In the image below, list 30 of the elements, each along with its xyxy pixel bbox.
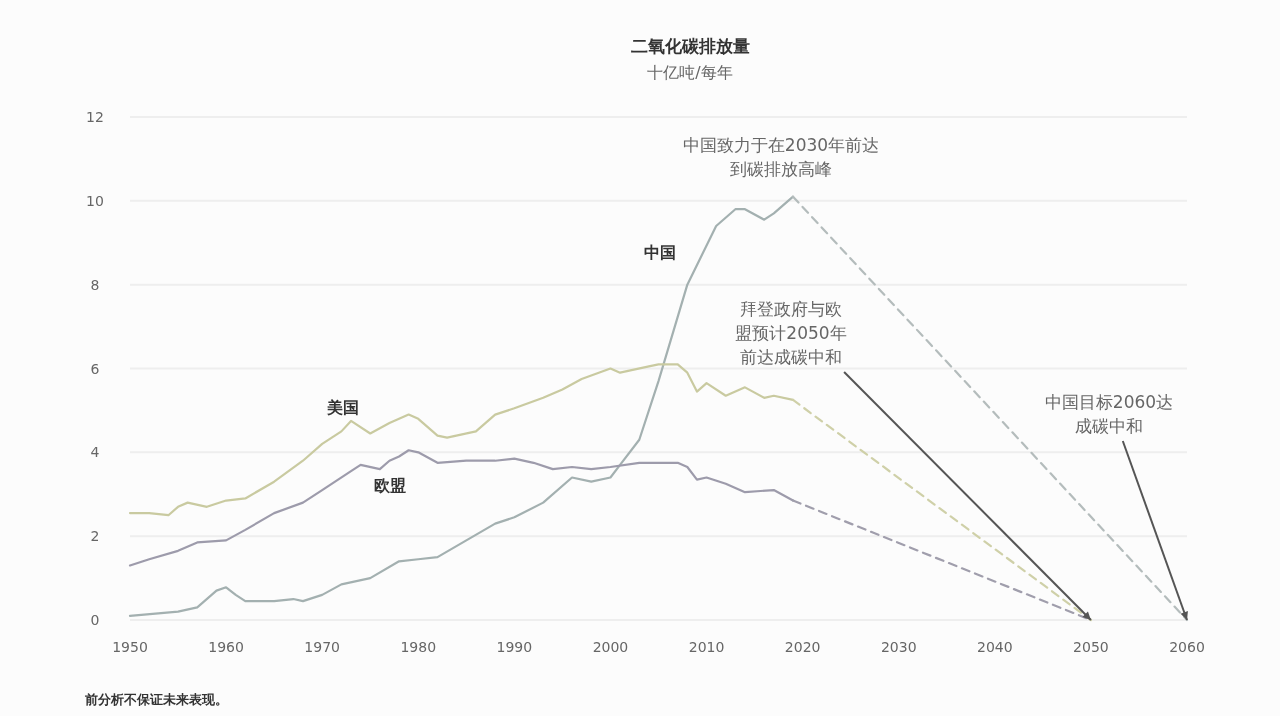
x-tick-label: 2060 [1169, 639, 1205, 655]
series-label: 欧盟 [374, 476, 406, 495]
x-tick-label: 1970 [304, 639, 340, 655]
x-tick-label: 2020 [784, 639, 821, 655]
chart-subtitle: 十亿吨/每年 [647, 63, 733, 82]
line-series [128, 449, 795, 567]
y-tick-label: 2 [90, 528, 100, 545]
x-tick-label: 2010 [688, 639, 725, 655]
annotation: 中国目标2060达成碳中和 [1043, 391, 1175, 438]
x-tick-label: 1960 [208, 639, 244, 655]
x-tick-label: 1950 [112, 639, 148, 655]
x-tick-label: 2040 [977, 639, 1013, 655]
x-tick-label: 2050 [1073, 639, 1109, 655]
y-tick-label: 10 [86, 192, 104, 209]
chart-title: 二氧化碳排放量 [630, 36, 750, 56]
series-label: 中国 [644, 243, 676, 262]
y-tick-label: 4 [90, 444, 100, 461]
annotation: 拜登政府与欧盟预计2050年前达成碳中和 [734, 298, 848, 369]
x-tick-label: 1990 [496, 639, 533, 655]
text: 前分析不保证未来表现。 [85, 691, 229, 709]
line-series [128, 363, 795, 517]
y-tick-label: 6 [90, 360, 100, 377]
y-tick-label: 0 [90, 612, 100, 628]
x-tick-label: 1980 [400, 639, 437, 655]
x-tick-label: 2000 [592, 639, 629, 655]
y-tick-label: 8 [90, 276, 100, 293]
x-tick-label: 2030 [880, 639, 917, 655]
y-tick-label: 12 [86, 109, 104, 125]
series-label: 美国 [326, 398, 359, 417]
annotation: 中国致力于在2030年前达到碳排放高峰 [681, 134, 881, 181]
